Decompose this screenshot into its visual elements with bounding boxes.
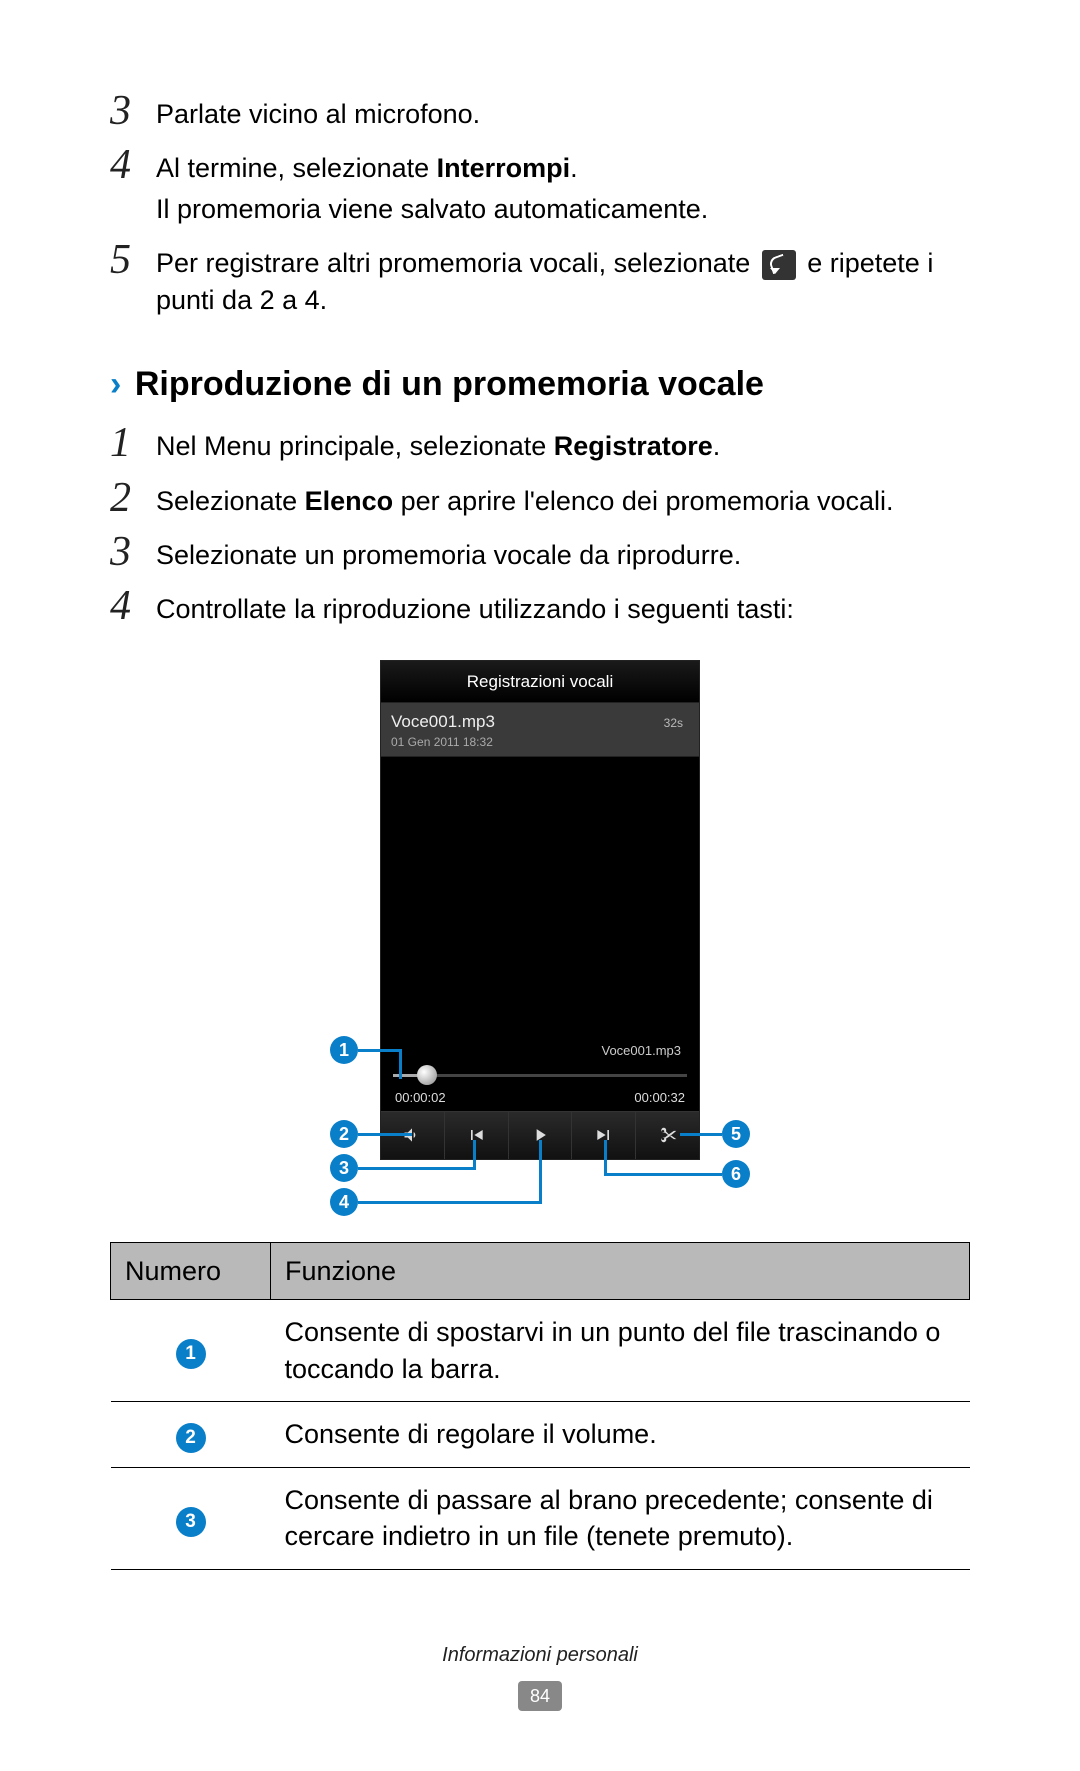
section-heading: › Riproduzione di un promemoria vocale xyxy=(110,362,970,408)
table-row: 2 Consente di regolare il volume. xyxy=(111,1402,970,1468)
step-row: 1Nel Menu principale, selezionate Regist… xyxy=(110,422,970,468)
step-line: Al termine, selezionate Interrompi. xyxy=(156,150,970,186)
step-number: 3 xyxy=(110,531,156,577)
step-line: Per registrare altri promemoria vocali, … xyxy=(156,245,970,318)
callout-badge: 1 xyxy=(176,1339,206,1369)
step-number: 3 xyxy=(110,90,156,136)
callout-badge: 2 xyxy=(176,1423,206,1453)
step-number: 1 xyxy=(110,422,156,468)
table-cell-function: Consente di spostarvi in un punto del fi… xyxy=(271,1300,970,1402)
now-playing-label: Voce001.mp3 xyxy=(393,1042,681,1060)
player-area: Voce001.mp3 00:00:02 00:00:32 xyxy=(381,1042,699,1111)
step-body: Nel Menu principale, selezionate Registr… xyxy=(156,422,970,468)
callout-badge: 3 xyxy=(176,1507,206,1537)
scissors-icon xyxy=(658,1125,678,1145)
bold-text: Elenco xyxy=(305,486,394,516)
time-total: 00:00:32 xyxy=(634,1089,685,1107)
table-cell-number: 2 xyxy=(111,1402,271,1468)
file-row: Voce001.mp3 32s 01 Gen 2011 18:32 xyxy=(381,703,699,757)
table-cell-function: Consente di regolare il volume. xyxy=(271,1402,970,1468)
table-head-function: Funzione xyxy=(271,1242,970,1299)
step-number: 4 xyxy=(110,144,156,231)
step-row: 3Parlate vicino al microfono. xyxy=(110,90,970,136)
callout-2: 2 xyxy=(330,1120,358,1148)
step-row: 5Per registrare altri promemoria vocali,… xyxy=(110,239,970,322)
function-table: Numero Funzione 1 Consente di spostarvi i… xyxy=(110,1242,970,1570)
record-again-icon xyxy=(762,250,796,280)
table-cell-function: Consente di passare al brano precedente;… xyxy=(271,1467,970,1569)
page-footer: Informazioni personali 84 xyxy=(0,1642,1080,1711)
step-row: 4Controllate la riproduzione utilizzando… xyxy=(110,585,970,631)
step-line: Selezionate un promemoria vocale da ripr… xyxy=(156,537,970,573)
step-row: 2Selezionate Elenco per aprire l'elenco … xyxy=(110,477,970,523)
steps-group-a: 3Parlate vicino al microfono.4Al termine… xyxy=(110,90,970,322)
prev-icon xyxy=(466,1125,486,1145)
table-cell-number: 3 xyxy=(111,1467,271,1569)
table-head-number: Numero xyxy=(111,1242,271,1299)
phone-screenshot: Registrazioni vocali Voce001.mp3 32s 01 … xyxy=(380,660,700,1160)
table-cell-number: 1 xyxy=(111,1300,271,1402)
step-line: Nel Menu principale, selezionate Registr… xyxy=(156,428,970,464)
callout-3: 3 xyxy=(330,1154,358,1182)
step-body: Al termine, selezionate Interrompi. Il pr… xyxy=(156,144,970,231)
step-body: Selezionate un promemoria vocale da ripr… xyxy=(156,531,970,577)
step-number: 2 xyxy=(110,477,156,523)
footer-section-name: Informazioni personali xyxy=(0,1642,1080,1669)
file-duration: 32s xyxy=(664,715,689,731)
callout-5: 5 xyxy=(722,1120,750,1148)
step-body: Parlate vicino al microfono. xyxy=(156,90,970,136)
phone-title: Registrazioni vocali xyxy=(381,661,699,703)
chevron-icon: › xyxy=(110,365,121,403)
callout-4: 4 xyxy=(330,1188,358,1216)
step-line: Parlate vicino al microfono. xyxy=(156,96,970,132)
progress-bar[interactable] xyxy=(393,1065,687,1085)
steps-group-b: 1Nel Menu principale, selezionate Regist… xyxy=(110,422,970,632)
page-number: 84 xyxy=(518,1681,562,1711)
step-line: Il promemoria viene salvato automaticame… xyxy=(156,191,970,227)
step-body: Selezionate Elenco per aprire l'elenco d… xyxy=(156,477,970,523)
callout-1: 1 xyxy=(330,1036,358,1064)
player-figure: Registrazioni vocali Voce001.mp3 32s 01 … xyxy=(270,660,810,1210)
step-line: Selezionate Elenco per aprire l'elenco d… xyxy=(156,483,970,519)
bold-text: Registratore xyxy=(554,431,713,461)
step-body: Per registrare altri promemoria vocali, … xyxy=(156,239,970,322)
table-row: 1 Consente di spostarvi in un punto del f… xyxy=(111,1300,970,1402)
file-date: 01 Gen 2011 18:32 xyxy=(391,734,689,750)
callout-6: 6 xyxy=(722,1160,750,1188)
table-row: 3 Consente di passare al brano precedente… xyxy=(111,1467,970,1569)
step-row: 3Selezionate un promemoria vocale da rip… xyxy=(110,531,970,577)
step-number: 4 xyxy=(110,585,156,631)
file-name: Voce001.mp3 xyxy=(391,711,495,734)
step-number: 5 xyxy=(110,239,156,322)
bold-text: Interrompi xyxy=(437,153,571,183)
step-row: 4Al termine, selezionate Interrompi. Il p… xyxy=(110,144,970,231)
time-elapsed: 00:00:02 xyxy=(395,1089,446,1107)
step-body: Controllate la riproduzione utilizzando … xyxy=(156,585,970,631)
step-line: Controllate la riproduzione utilizzando … xyxy=(156,591,970,627)
section-title: Riproduzione di un promemoria vocale xyxy=(135,365,764,403)
